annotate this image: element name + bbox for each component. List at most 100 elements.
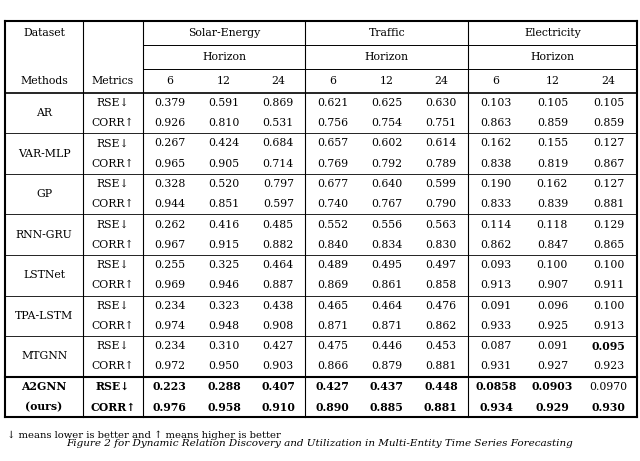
- Text: 0.881: 0.881: [593, 199, 625, 209]
- Text: ↓ means lower is better and ↑ means higher is better: ↓ means lower is better and ↑ means high…: [7, 430, 281, 439]
- Text: 0.754: 0.754: [371, 118, 402, 128]
- Text: 0.859: 0.859: [593, 118, 624, 128]
- Text: 0.446: 0.446: [371, 341, 403, 351]
- Text: RNN-GRU: RNN-GRU: [16, 230, 72, 240]
- Text: 0.465: 0.465: [317, 301, 348, 311]
- Text: CORR↑: CORR↑: [92, 118, 134, 128]
- Text: 0.714: 0.714: [262, 159, 294, 169]
- Text: RSE↓: RSE↓: [97, 138, 129, 148]
- Text: 0.091: 0.091: [481, 301, 512, 311]
- Text: 0.930: 0.930: [592, 402, 626, 413]
- Text: 0.630: 0.630: [425, 98, 456, 108]
- Text: CORR↑: CORR↑: [92, 240, 134, 250]
- Text: 0.869: 0.869: [317, 280, 348, 290]
- Text: 0.190: 0.190: [481, 179, 512, 189]
- Text: 0.881: 0.881: [424, 402, 458, 413]
- Text: 0.911: 0.911: [593, 280, 624, 290]
- Text: 0.563: 0.563: [426, 219, 456, 230]
- Text: 0.427: 0.427: [262, 341, 294, 351]
- Text: 0.946: 0.946: [209, 280, 239, 290]
- Text: RSE↓: RSE↓: [97, 219, 129, 230]
- Text: 0.862: 0.862: [481, 240, 512, 250]
- Text: 0.915: 0.915: [209, 240, 239, 250]
- Text: 0.910: 0.910: [261, 402, 295, 413]
- Text: 0.797: 0.797: [263, 179, 294, 189]
- Text: 0.840: 0.840: [317, 240, 348, 250]
- Text: 0.865: 0.865: [593, 240, 624, 250]
- Text: 0.464: 0.464: [262, 260, 294, 270]
- Text: 0.0903: 0.0903: [532, 381, 573, 392]
- Text: 0.640: 0.640: [371, 179, 403, 189]
- Text: 0.871: 0.871: [371, 321, 403, 331]
- Text: 0.485: 0.485: [262, 219, 294, 230]
- Text: AR: AR: [36, 108, 52, 118]
- Text: 0.905: 0.905: [209, 159, 239, 169]
- Text: Dataset: Dataset: [23, 28, 65, 38]
- Text: 0.908: 0.908: [262, 321, 294, 331]
- Text: 0.958: 0.958: [207, 402, 241, 413]
- Text: 0.599: 0.599: [426, 179, 456, 189]
- Text: 0.448: 0.448: [424, 381, 458, 392]
- Text: 0.234: 0.234: [154, 341, 186, 351]
- Text: 0.497: 0.497: [426, 260, 456, 270]
- Text: 0.475: 0.475: [317, 341, 348, 351]
- Text: 0.310: 0.310: [209, 341, 240, 351]
- Text: 6: 6: [493, 76, 500, 86]
- Text: 0.438: 0.438: [262, 301, 294, 311]
- Text: RSE↓: RSE↓: [96, 381, 130, 392]
- Text: TPA-LSTM: TPA-LSTM: [15, 311, 73, 321]
- Text: Horizon: Horizon: [202, 52, 246, 62]
- Text: 0.882: 0.882: [262, 240, 294, 250]
- Text: 0.162: 0.162: [537, 179, 568, 189]
- Text: 0.118: 0.118: [537, 219, 568, 230]
- Text: 0.965: 0.965: [154, 159, 186, 169]
- Text: 0.858: 0.858: [426, 280, 456, 290]
- Text: 0.255: 0.255: [154, 260, 186, 270]
- Text: Horizon: Horizon: [365, 52, 409, 62]
- Text: 0.424: 0.424: [209, 138, 239, 148]
- Text: 0.407: 0.407: [261, 381, 295, 392]
- Text: 0.531: 0.531: [262, 118, 294, 128]
- Text: 0.913: 0.913: [481, 280, 512, 290]
- Text: 0.879: 0.879: [371, 361, 403, 372]
- Text: A2GNN: A2GNN: [21, 381, 67, 392]
- Text: 0.520: 0.520: [209, 179, 239, 189]
- Text: 0.127: 0.127: [593, 138, 624, 148]
- Text: 0.863: 0.863: [481, 118, 512, 128]
- Text: 0.881: 0.881: [425, 361, 456, 372]
- Text: 0.657: 0.657: [317, 138, 348, 148]
- Text: 0.740: 0.740: [317, 199, 348, 209]
- Text: 0.929: 0.929: [536, 402, 570, 413]
- Text: 0.453: 0.453: [426, 341, 456, 351]
- Text: 0.851: 0.851: [209, 199, 239, 209]
- Text: 0.267: 0.267: [154, 138, 186, 148]
- Text: 0.100: 0.100: [593, 301, 625, 311]
- Text: 0.096: 0.096: [537, 301, 568, 311]
- Text: 0.234: 0.234: [154, 301, 186, 311]
- Text: 0.556: 0.556: [371, 219, 403, 230]
- Text: CORR↑: CORR↑: [90, 402, 136, 413]
- Text: 0.427: 0.427: [316, 381, 349, 392]
- Text: RSE↓: RSE↓: [97, 341, 129, 351]
- Text: 24: 24: [271, 76, 285, 86]
- Text: 0.0970: 0.0970: [589, 382, 628, 392]
- Text: 0.934: 0.934: [479, 402, 513, 413]
- Text: 0.839: 0.839: [537, 199, 568, 209]
- Text: MTGNN: MTGNN: [21, 351, 67, 361]
- Text: 0.869: 0.869: [262, 98, 294, 108]
- Text: 0.933: 0.933: [481, 321, 512, 331]
- Text: 0.416: 0.416: [209, 219, 239, 230]
- Text: 0.885: 0.885: [370, 402, 404, 413]
- Text: 0.926: 0.926: [154, 118, 186, 128]
- Text: 12: 12: [217, 76, 231, 86]
- Text: Traffic: Traffic: [369, 28, 405, 38]
- Text: 12: 12: [380, 76, 394, 86]
- Text: 0.887: 0.887: [262, 280, 294, 290]
- Text: 0.974: 0.974: [154, 321, 186, 331]
- Text: 0.0858: 0.0858: [476, 381, 517, 392]
- Text: CORR↑: CORR↑: [92, 361, 134, 372]
- Text: 0.767: 0.767: [371, 199, 403, 209]
- Text: 0.288: 0.288: [207, 381, 241, 392]
- Text: CORR↑: CORR↑: [92, 199, 134, 209]
- Text: 0.552: 0.552: [317, 219, 348, 230]
